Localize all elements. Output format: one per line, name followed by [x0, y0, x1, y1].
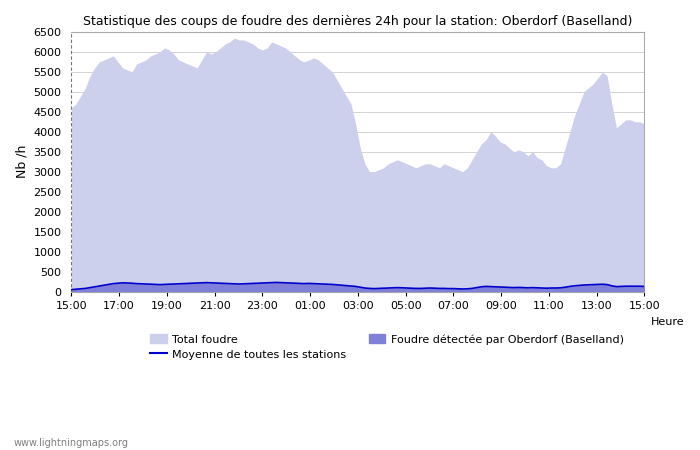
Title: Statistique des coups de foudre des dernières 24h pour la station: Oberdorf (Bas: Statistique des coups de foudre des dern…: [83, 15, 633, 28]
Text: www.lightningmaps.org: www.lightningmaps.org: [14, 438, 129, 448]
Text: Heure: Heure: [652, 317, 685, 327]
Legend: Total foudre, Moyenne de toutes les stations, Foudre détectée par Oberdorf (Base: Total foudre, Moyenne de toutes les stat…: [146, 330, 629, 364]
Y-axis label: Nb /h: Nb /h: [15, 145, 28, 179]
